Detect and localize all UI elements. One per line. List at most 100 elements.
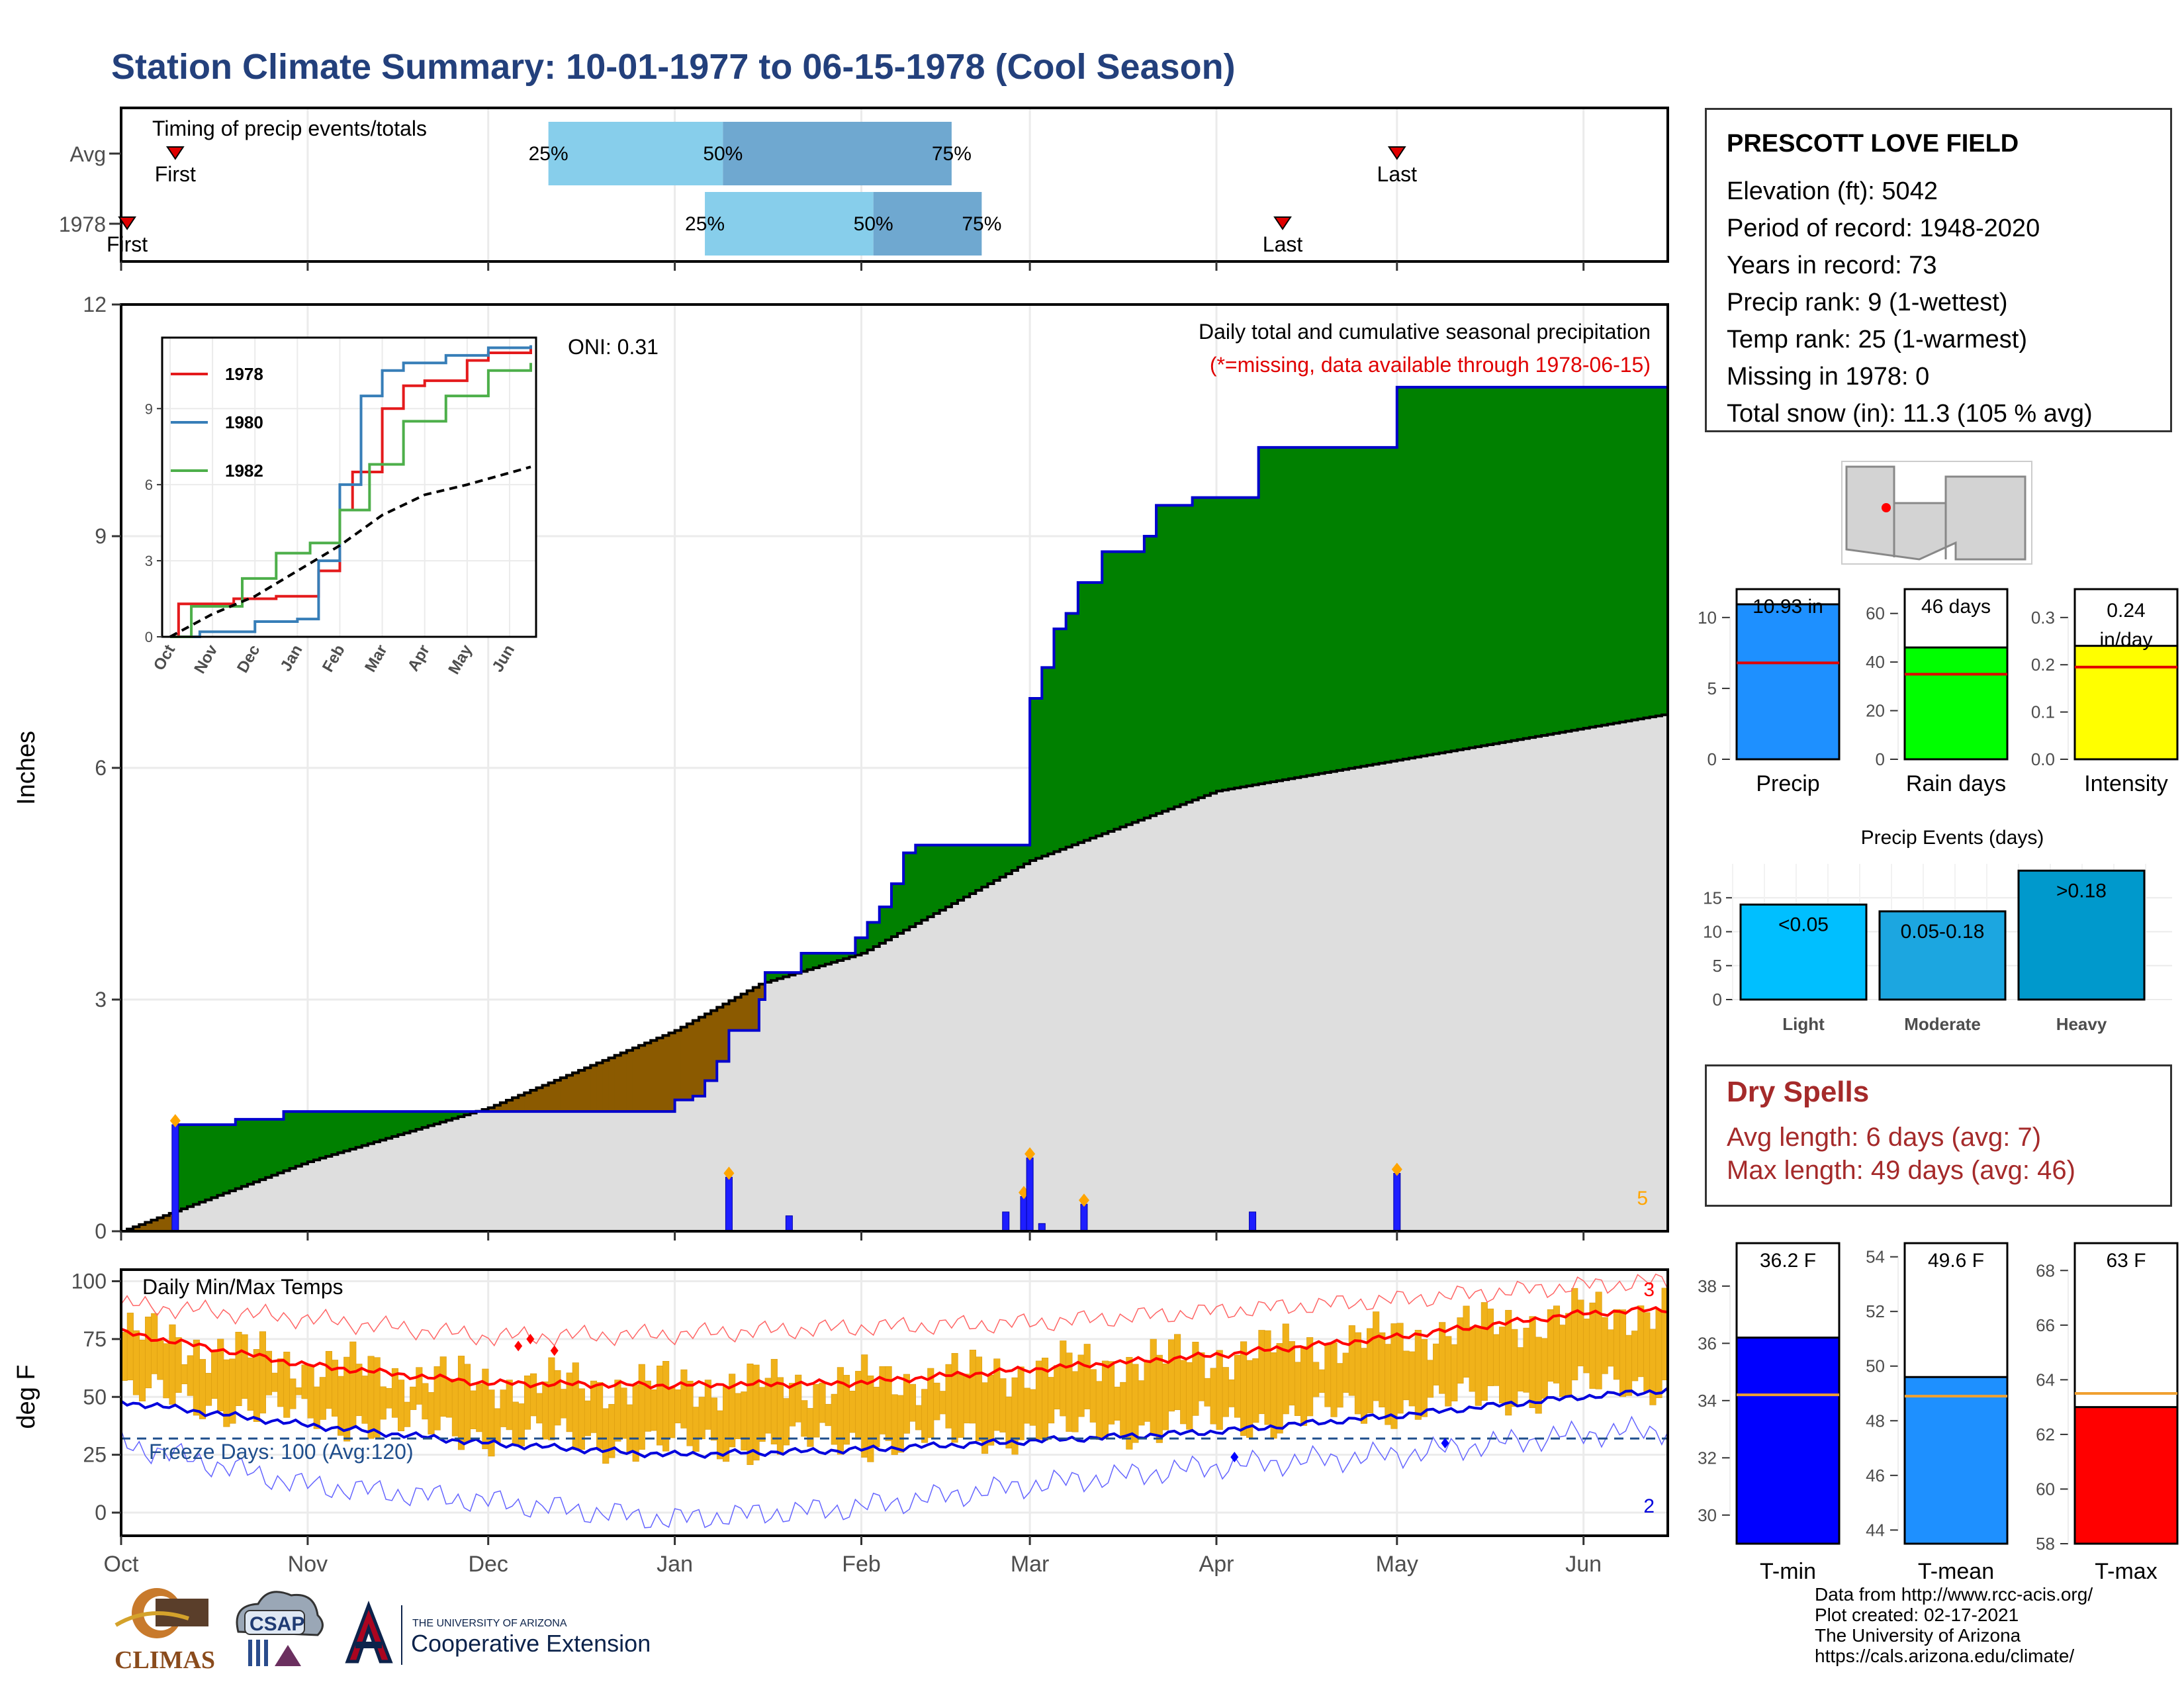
daily-temp-bar bbox=[1486, 1308, 1494, 1386]
precip-surplus-bar bbox=[1048, 667, 1055, 854]
precip-surplus-bar bbox=[1373, 447, 1380, 765]
daily-temp-bar bbox=[1451, 1344, 1458, 1401]
daily-temp-bar bbox=[193, 1339, 200, 1416]
precip-surplus-bar bbox=[271, 1119, 279, 1176]
intensity-value-unit: in/day bbox=[2099, 629, 2152, 651]
precip-surplus-bar bbox=[1283, 447, 1289, 780]
precip-surplus-bar bbox=[1336, 447, 1343, 771]
daily-temp-bar bbox=[518, 1403, 525, 1446]
daily-temp-bar bbox=[1336, 1363, 1343, 1408]
daily-temp-bar bbox=[861, 1354, 868, 1458]
daily-temp-bar bbox=[1300, 1346, 1308, 1426]
precip-surplus-bar bbox=[1090, 583, 1097, 839]
precip-surplus-bar bbox=[1030, 698, 1036, 861]
daily-temp-bar bbox=[698, 1397, 705, 1440]
daily-temp-bar bbox=[939, 1391, 946, 1415]
precip-surplus-bar bbox=[981, 845, 989, 887]
precip-surplus-bar bbox=[338, 1111, 345, 1153]
inset-legend-label: 1982 bbox=[225, 461, 263, 481]
daily-temp-bar bbox=[470, 1390, 477, 1429]
tmin-tick-label: 30 bbox=[1698, 1505, 1717, 1525]
precip-deficit-bar bbox=[608, 1058, 615, 1112]
precip-deficit-bar bbox=[530, 1090, 537, 1112]
daily-temp-bar bbox=[235, 1331, 242, 1406]
daily-temp-bar bbox=[1595, 1291, 1602, 1389]
precip-deficit-bar bbox=[560, 1078, 567, 1112]
precip-deficit-bar bbox=[758, 984, 766, 1000]
precip-surplus-bar bbox=[373, 1111, 381, 1143]
precip-surplus-bar bbox=[392, 1111, 398, 1137]
tmin-value-label: 36.2 F bbox=[1760, 1250, 1816, 1272]
daily-temp-bar bbox=[692, 1407, 700, 1452]
tmax-value-label: 63 F bbox=[2106, 1250, 2146, 1272]
daily-temp-bar bbox=[584, 1400, 591, 1436]
precip-surplus-bar bbox=[1529, 387, 1536, 738]
record-high-marker-icon bbox=[550, 1345, 559, 1356]
precip-surplus-bar bbox=[1198, 497, 1205, 798]
station-name: PRESCOTT LOVE FIELD bbox=[1727, 130, 2019, 158]
daily-temp-bar bbox=[1559, 1325, 1567, 1397]
precip-surplus-bar bbox=[1300, 447, 1307, 777]
station-info-box: PRESCOTT LOVE FIELD Elevation (ft): 5042… bbox=[1705, 108, 2172, 432]
precip-deficit-bar bbox=[698, 1017, 705, 1096]
precip-deficit-bar bbox=[506, 1100, 513, 1112]
daily-temp-bar bbox=[1240, 1341, 1248, 1436]
precip-surplus-bar bbox=[1156, 505, 1163, 814]
precip-deficit-bar bbox=[686, 1023, 694, 1100]
daily-temp-bar bbox=[445, 1378, 453, 1418]
precip-surplus-bar bbox=[205, 1125, 212, 1200]
precip-avg-line bbox=[121, 713, 1669, 1233]
events-tick-label: 0 bbox=[1713, 990, 1722, 1009]
daily-temp-bar bbox=[825, 1403, 832, 1427]
daily-temp-bar bbox=[885, 1366, 892, 1441]
daily-temp-bar bbox=[891, 1394, 898, 1455]
intensity-tick-label: 0.2 bbox=[2031, 655, 2055, 675]
daily-temp-bar bbox=[752, 1364, 760, 1461]
station-location-icon bbox=[1882, 503, 1891, 512]
daily-temp-bar bbox=[897, 1395, 904, 1453]
daily-temp-bar bbox=[289, 1378, 296, 1409]
precip-surplus-bar bbox=[410, 1111, 417, 1131]
precip-surplus-bar bbox=[1126, 551, 1133, 825]
precip-surplus-bar bbox=[927, 845, 934, 917]
precip-surplus-bar bbox=[1234, 497, 1241, 788]
raindays-tick-label: 20 bbox=[1866, 701, 1885, 721]
daily-temp-bar bbox=[1619, 1309, 1627, 1397]
precip-deficit-bar bbox=[657, 1037, 664, 1112]
daily-temp-bar bbox=[349, 1341, 357, 1428]
events-bar bbox=[1878, 910, 2007, 1001]
daily-temp-bar bbox=[1174, 1334, 1181, 1411]
daily-temp-bar bbox=[1114, 1386, 1121, 1421]
precip-surplus-bar bbox=[1451, 387, 1458, 751]
precip-deficit-bar bbox=[542, 1085, 549, 1112]
precip-surplus-bar bbox=[1216, 497, 1223, 791]
precip-surplus-bar bbox=[1252, 497, 1259, 785]
precip-surplus-bar bbox=[843, 953, 850, 959]
precip-surplus-bar bbox=[439, 1111, 447, 1123]
precip-deficit-bar bbox=[163, 1215, 170, 1231]
ua-logo: THE UNIVERSITY OF ARIZONA Cooperative Ex… bbox=[344, 1600, 651, 1665]
timing-iqr-high bbox=[873, 192, 982, 256]
daily-temp-bar bbox=[807, 1408, 814, 1447]
precip-surplus-bar bbox=[422, 1111, 429, 1128]
precip-surplus-bar bbox=[332, 1111, 338, 1155]
precip-surplus-bar bbox=[1066, 613, 1073, 847]
inset-bg bbox=[162, 338, 536, 637]
daily-temp-bar bbox=[169, 1324, 176, 1405]
precip-deficit-bar bbox=[723, 1004, 730, 1062]
intensity-tick-label: 0.0 bbox=[2031, 749, 2055, 769]
daily-precip-bar bbox=[725, 1176, 733, 1232]
timing-p75: 75% bbox=[932, 143, 972, 165]
precip-surplus-bar bbox=[349, 1111, 357, 1149]
raindays-bar bbox=[1903, 646, 2009, 761]
events-tick-label: 5 bbox=[1713, 956, 1722, 976]
daily-temp-bar bbox=[428, 1392, 435, 1434]
credit-line: Plot created: 02-17-2021 bbox=[1815, 1605, 2019, 1625]
precip-deficit-bar bbox=[157, 1217, 164, 1231]
precip-deficit-bar bbox=[554, 1080, 561, 1112]
precip-note: Daily total and cumulative seasonal prec… bbox=[1199, 320, 1651, 344]
daily-temp-bar bbox=[848, 1391, 856, 1433]
month-label: Jun bbox=[1565, 1552, 1602, 1577]
daily-temp-bar bbox=[1433, 1343, 1440, 1385]
daily-temp-bar bbox=[716, 1410, 724, 1460]
